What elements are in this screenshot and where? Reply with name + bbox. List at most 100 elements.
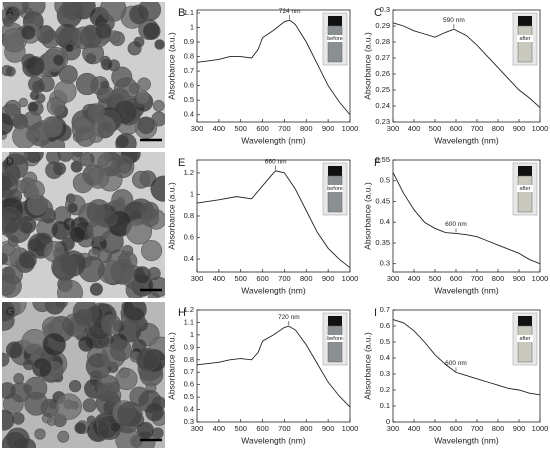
particle (21, 25, 36, 40)
x-tick-label: 300 (191, 274, 204, 283)
chart: C 300 400 500 600 700 800 900 1000 0.23 0.24 0.25 0.… (362, 5, 548, 145)
particle (69, 226, 86, 243)
x-tick-label: 600 (256, 274, 269, 283)
annotation: 600 nm (445, 221, 467, 228)
y-axis-title: Absorbance (a.u.) (166, 32, 176, 100)
particle (52, 54, 65, 66)
panel-label: B (178, 7, 185, 19)
x-tick-label: 1000 (342, 124, 359, 133)
vial-cap (328, 166, 342, 176)
particle (152, 100, 165, 112)
annotation: 660 nm (265, 158, 287, 165)
x-tick-label: 600 (256, 124, 269, 133)
y-tick-label: 0.55 (375, 155, 390, 164)
vial-body (517, 175, 533, 213)
inset-label: before (327, 336, 343, 342)
y-tick-label: 0.4 (380, 353, 390, 362)
spectrum-line (392, 319, 541, 396)
x-tick-label: 500 (234, 274, 247, 283)
particle (57, 430, 70, 443)
tem-image: A (2, 2, 165, 148)
x-axis-title: Wavelength (nm) (241, 285, 306, 295)
plot-frame (392, 9, 541, 123)
y-axis-title: Absorbance (a.u.) (362, 32, 372, 100)
spectrum-line (196, 170, 351, 269)
x-tick-label: 900 (513, 424, 526, 433)
tem-content (2, 2, 165, 148)
particle (100, 55, 111, 67)
particle (101, 314, 122, 335)
x-tick-label: 800 (300, 424, 313, 433)
particle (89, 282, 103, 296)
spectrum-line (196, 19, 351, 116)
vial-body (327, 175, 343, 213)
annotation: 600 nm (445, 360, 467, 367)
plot-frame (392, 159, 541, 273)
particle (147, 267, 161, 281)
y-tick-label: 0.28 (375, 37, 390, 46)
particle (41, 116, 63, 138)
y-axis-title: Absorbance (a.u.) (166, 332, 176, 400)
y-tick-label: 0.4 (184, 110, 194, 119)
y-tick-label: 0.6 (184, 233, 194, 242)
y-axis-title: Absorbance (a.u.) (362, 182, 372, 250)
particle (72, 172, 94, 194)
particle (110, 421, 121, 433)
x-tick-label: 700 (471, 124, 484, 133)
vial-label (517, 35, 533, 42)
particle (25, 56, 45, 76)
panel-label: C (374, 7, 382, 19)
y-tick-label: 0.4 (184, 405, 194, 414)
particle (67, 202, 78, 214)
spectrum-line (196, 325, 351, 408)
particle (5, 341, 23, 359)
tem-content (2, 152, 165, 298)
y-tick-label: 0.5 (184, 392, 194, 401)
y-tick-label: 0.7 (380, 305, 390, 314)
particle (86, 415, 96, 425)
y-tick-label: 0.5 (184, 95, 194, 104)
particle (42, 332, 66, 357)
particle (22, 2, 46, 18)
y-tick-label: 1 (190, 22, 194, 31)
x-tick-label: 800 (492, 274, 505, 283)
x-tick-label: 400 (408, 274, 421, 283)
particle (2, 302, 16, 322)
particle (136, 421, 155, 440)
vial-cap (518, 16, 532, 26)
y-tick-label: 1.2 (184, 305, 194, 314)
x-tick-label: 700 (278, 274, 291, 283)
particle (29, 90, 40, 101)
particle (47, 416, 57, 426)
vial-cap (518, 166, 532, 176)
particle (117, 401, 143, 428)
particle (137, 116, 155, 135)
x-tick-label: 1000 (532, 274, 549, 283)
particle (142, 22, 161, 40)
particle (2, 207, 23, 234)
particle (74, 422, 87, 434)
particle (3, 265, 23, 285)
particle (22, 359, 35, 371)
particle (25, 179, 45, 200)
x-tick-label: 1000 (532, 424, 549, 433)
x-tick-label: 800 (300, 274, 313, 283)
particle (4, 99, 21, 117)
particle (132, 170, 150, 189)
panel-label: I (374, 307, 377, 319)
x-axis-title: Wavelength (nm) (241, 435, 306, 445)
x-tick-label: 400 (213, 424, 226, 433)
x-tick-label: 900 (322, 274, 335, 283)
x-tick-label: 600 (450, 274, 463, 283)
inset-label: after (519, 186, 530, 192)
particle (135, 90, 150, 105)
x-tick-label: 300 (191, 424, 204, 433)
particle (145, 402, 164, 422)
particle (65, 43, 74, 53)
particle (41, 29, 60, 49)
particle (95, 22, 112, 40)
y-tick-label: 0.3 (380, 259, 390, 268)
y-tick-label: 0.1 (380, 401, 390, 410)
x-tick-label: 1000 (342, 424, 359, 433)
particle (141, 209, 160, 227)
